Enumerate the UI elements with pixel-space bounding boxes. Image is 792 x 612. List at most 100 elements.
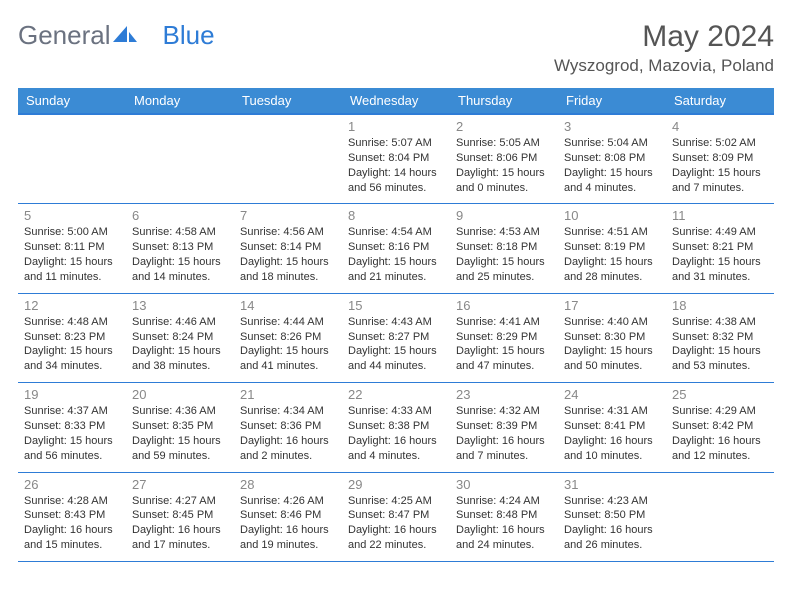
day-number: 9 bbox=[456, 208, 552, 223]
calendar-cell: 27 Sunrise: 4:27 AMSunset: 8:45 PMDayligh… bbox=[126, 472, 234, 561]
day-number: 16 bbox=[456, 298, 552, 313]
weekday-header: Wednesday bbox=[342, 88, 450, 114]
calendar-row: 19 Sunrise: 4:37 AMSunset: 8:33 PMDayligh… bbox=[18, 383, 774, 472]
calendar-cell: 9 Sunrise: 4:53 AMSunset: 8:18 PMDaylight… bbox=[450, 204, 558, 293]
day-number: 26 bbox=[24, 477, 120, 492]
day-number: 18 bbox=[672, 298, 768, 313]
day-number: 25 bbox=[672, 387, 768, 402]
calendar-cell: 10Sunrise: 4:51 AMSunset: 8:19 PMDayligh… bbox=[558, 204, 666, 293]
calendar-cell: 26Sunrise: 4:28 AMSunset: 8:43 PMDayligh… bbox=[18, 472, 126, 561]
calendar-cell: 28Sunrise: 4:26 AMSunset: 8:46 PMDayligh… bbox=[234, 472, 342, 561]
day-number: 7 bbox=[240, 208, 336, 223]
day-info: Sunrise: 4:37 AMSunset: 8:33 PMDaylight:… bbox=[24, 404, 120, 463]
day-number: 3 bbox=[564, 119, 660, 134]
day-number: 1 bbox=[348, 119, 444, 134]
calendar-cell: 21 Sunrise: 4:34 AMSunset: 8:36 PMDayligh… bbox=[234, 383, 342, 472]
logo-sail-icon bbox=[113, 20, 139, 51]
calendar-row: 26Sunrise: 4:28 AMSunset: 8:43 PMDayligh… bbox=[18, 472, 774, 561]
day-number: 15 bbox=[348, 298, 444, 313]
calendar-row: 1 Sunrise: 5:07 AMSunset: 8:04 PMDaylight… bbox=[18, 114, 774, 204]
day-number: 27 bbox=[132, 477, 228, 492]
calendar-cell: 29Sunrise: 4:25 AMSunset: 8:47 PMDayligh… bbox=[342, 472, 450, 561]
calendar-cell: 16 Sunrise: 4:41 AMSunset: 8:29 PMDayligh… bbox=[450, 293, 558, 382]
calendar-cell: 25 Sunrise: 4:29 AMSunset: 8:42 PMDayligh… bbox=[666, 383, 774, 472]
day-number: 6 bbox=[132, 208, 228, 223]
calendar-table: SundayMondayTuesdayWednesdayThursdayFrid… bbox=[18, 88, 774, 563]
calendar-cell bbox=[18, 114, 126, 204]
calendar-cell: 1 Sunrise: 5:07 AMSunset: 8:04 PMDaylight… bbox=[342, 114, 450, 204]
day-number: 8 bbox=[348, 208, 444, 223]
calendar-cell: 18Sunrise: 4:38 AMSunset: 8:32 PMDayligh… bbox=[666, 293, 774, 382]
day-info: Sunrise: 5:00 AMSunset: 8:11 PMDaylight:… bbox=[24, 225, 120, 284]
calendar-cell: 3 Sunrise: 5:04 AMSunset: 8:08 PMDaylight… bbox=[558, 114, 666, 204]
day-number: 17 bbox=[564, 298, 660, 313]
day-info: Sunrise: 5:04 AMSunset: 8:08 PMDaylight:… bbox=[564, 136, 660, 195]
day-info: Sunrise: 4:29 AMSunset: 8:42 PMDaylight:… bbox=[672, 404, 768, 463]
day-number: 31 bbox=[564, 477, 660, 492]
weekday-header: Thursday bbox=[450, 88, 558, 114]
calendar-cell: 6 Sunrise: 4:58 AMSunset: 8:13 PMDaylight… bbox=[126, 204, 234, 293]
day-info: Sunrise: 4:32 AMSunset: 8:39 PMDaylight:… bbox=[456, 404, 552, 463]
calendar-cell: 31Sunrise: 4:23 AMSunset: 8:50 PMDayligh… bbox=[558, 472, 666, 561]
weekday-header: Sunday bbox=[18, 88, 126, 114]
day-number: 12 bbox=[24, 298, 120, 313]
day-info: Sunrise: 4:48 AMSunset: 8:23 PMDaylight:… bbox=[24, 315, 120, 374]
day-number: 23 bbox=[456, 387, 552, 402]
weekday-header: Monday bbox=[126, 88, 234, 114]
day-number: 4 bbox=[672, 119, 768, 134]
month-title: May 2024 bbox=[554, 20, 774, 54]
day-number: 14 bbox=[240, 298, 336, 313]
day-info: Sunrise: 4:26 AMSunset: 8:46 PMDaylight:… bbox=[240, 494, 336, 553]
day-info: Sunrise: 5:05 AMSunset: 8:06 PMDaylight:… bbox=[456, 136, 552, 195]
day-info: Sunrise: 4:34 AMSunset: 8:36 PMDaylight:… bbox=[240, 404, 336, 463]
day-info: Sunrise: 4:49 AMSunset: 8:21 PMDaylight:… bbox=[672, 225, 768, 284]
calendar-cell: 11 Sunrise: 4:49 AMSunset: 8:21 PMDayligh… bbox=[666, 204, 774, 293]
day-info: Sunrise: 4:25 AMSunset: 8:47 PMDaylight:… bbox=[348, 494, 444, 553]
day-info: Sunrise: 5:02 AMSunset: 8:09 PMDaylight:… bbox=[672, 136, 768, 195]
calendar-cell: 22Sunrise: 4:33 AMSunset: 8:38 PMDayligh… bbox=[342, 383, 450, 472]
calendar-cell: 14Sunrise: 4:44 AMSunset: 8:26 PMDayligh… bbox=[234, 293, 342, 382]
calendar-cell: 19 Sunrise: 4:37 AMSunset: 8:33 PMDayligh… bbox=[18, 383, 126, 472]
day-info: Sunrise: 4:41 AMSunset: 8:29 PMDaylight:… bbox=[456, 315, 552, 374]
day-info: Sunrise: 4:53 AMSunset: 8:18 PMDaylight:… bbox=[456, 225, 552, 284]
calendar-cell: 30 Sunrise: 4:24 AMSunset: 8:48 PMDayligh… bbox=[450, 472, 558, 561]
day-info: Sunrise: 4:56 AMSunset: 8:14 PMDaylight:… bbox=[240, 225, 336, 284]
day-number: 20 bbox=[132, 387, 228, 402]
calendar-cell: 8 Sunrise: 4:54 AMSunset: 8:16 PMDaylight… bbox=[342, 204, 450, 293]
day-number: 24 bbox=[564, 387, 660, 402]
day-info: Sunrise: 4:36 AMSunset: 8:35 PMDaylight:… bbox=[132, 404, 228, 463]
day-number: 11 bbox=[672, 208, 768, 223]
calendar-cell: 4 Sunrise: 5:02 AMSunset: 8:09 PMDaylight… bbox=[666, 114, 774, 204]
day-info: Sunrise: 4:24 AMSunset: 8:48 PMDaylight:… bbox=[456, 494, 552, 553]
calendar-cell: 23 Sunrise: 4:32 AMSunset: 8:39 PMDayligh… bbox=[450, 383, 558, 472]
day-number: 5 bbox=[24, 208, 120, 223]
day-info: Sunrise: 4:31 AMSunset: 8:41 PMDaylight:… bbox=[564, 404, 660, 463]
day-info: Sunrise: 4:33 AMSunset: 8:38 PMDaylight:… bbox=[348, 404, 444, 463]
calendar-cell: 12 Sunrise: 4:48 AMSunset: 8:23 PMDayligh… bbox=[18, 293, 126, 382]
calendar-cell bbox=[234, 114, 342, 204]
day-info: Sunrise: 4:51 AMSunset: 8:19 PMDaylight:… bbox=[564, 225, 660, 284]
day-info: Sunrise: 5:07 AMSunset: 8:04 PMDaylight:… bbox=[348, 136, 444, 195]
header: General Blue May 2024 Wyszogrod, Mazovia… bbox=[18, 20, 774, 76]
logo-text-blue: Blue bbox=[163, 20, 215, 51]
weekday-header: Friday bbox=[558, 88, 666, 114]
calendar-cell: 20 Sunrise: 4:36 AMSunset: 8:35 PMDayligh… bbox=[126, 383, 234, 472]
calendar-cell: 17Sunrise: 4:40 AMSunset: 8:30 PMDayligh… bbox=[558, 293, 666, 382]
calendar-cell: 7 Sunrise: 4:56 AMSunset: 8:14 PMDaylight… bbox=[234, 204, 342, 293]
day-info: Sunrise: 4:43 AMSunset: 8:27 PMDaylight:… bbox=[348, 315, 444, 374]
weekday-header: Tuesday bbox=[234, 88, 342, 114]
weekday-header-row: SundayMondayTuesdayWednesdayThursdayFrid… bbox=[18, 88, 774, 114]
day-info: Sunrise: 4:58 AMSunset: 8:13 PMDaylight:… bbox=[132, 225, 228, 284]
calendar-row: 12 Sunrise: 4:48 AMSunset: 8:23 PMDayligh… bbox=[18, 293, 774, 382]
day-number: 21 bbox=[240, 387, 336, 402]
day-number: 30 bbox=[456, 477, 552, 492]
calendar-cell: 5 Sunrise: 5:00 AMSunset: 8:11 PMDaylight… bbox=[18, 204, 126, 293]
title-block: May 2024 Wyszogrod, Mazovia, Poland bbox=[554, 20, 774, 76]
day-number: 19 bbox=[24, 387, 120, 402]
calendar-cell: 2Sunrise: 5:05 AMSunset: 8:06 PMDaylight… bbox=[450, 114, 558, 204]
location: Wyszogrod, Mazovia, Poland bbox=[554, 56, 774, 76]
calendar-body: 1 Sunrise: 5:07 AMSunset: 8:04 PMDaylight… bbox=[18, 114, 774, 563]
day-info: Sunrise: 4:54 AMSunset: 8:16 PMDaylight:… bbox=[348, 225, 444, 284]
calendar-cell: 13Sunrise: 4:46 AMSunset: 8:24 PMDayligh… bbox=[126, 293, 234, 382]
day-info: Sunrise: 4:27 AMSunset: 8:45 PMDaylight:… bbox=[132, 494, 228, 553]
